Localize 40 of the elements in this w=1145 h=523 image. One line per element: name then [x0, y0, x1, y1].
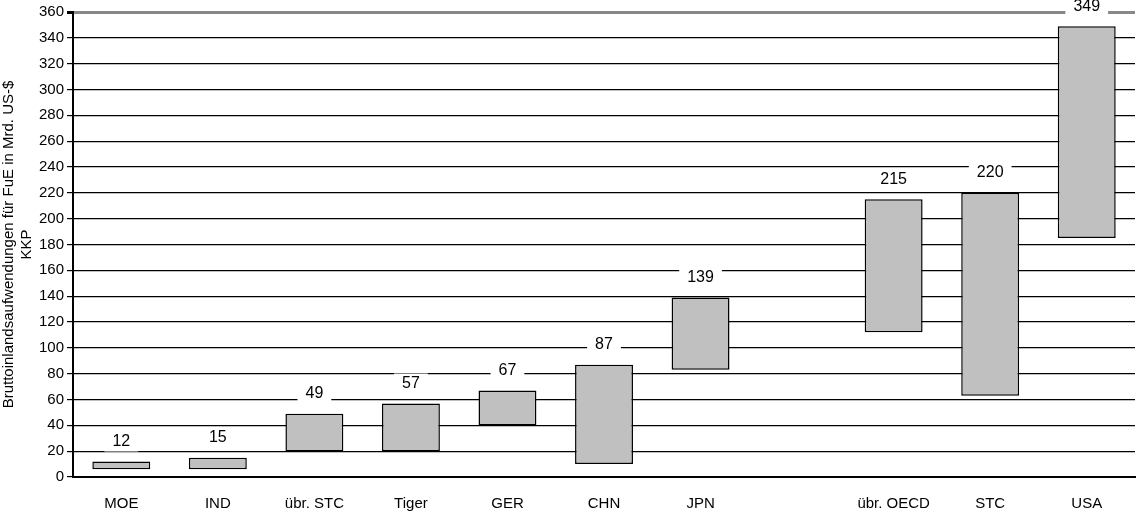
y-tick-label: 80 [47, 363, 65, 381]
y-tick-label: 160 [39, 260, 65, 278]
y-tick-label: 40 [47, 415, 65, 433]
data-label: 220 [976, 163, 1004, 181]
x-tick-label: IND [204, 494, 231, 512]
data-label: 215 [880, 169, 908, 187]
y-tick-label: 300 [39, 79, 65, 97]
y-tick-label: 20 [47, 441, 65, 459]
y-tick-label: 180 [39, 234, 65, 252]
y-tick-label: 240 [39, 157, 65, 175]
data-label: 57 [402, 373, 420, 391]
y-tick-label: 140 [39, 286, 65, 304]
data-label: 139 [687, 267, 714, 285]
x-tick-label: USA [1071, 494, 1103, 512]
x-tick-label: MOE [104, 494, 139, 512]
data-label: 87 [595, 335, 614, 353]
y-tick-label: 220 [39, 182, 65, 200]
y-tick-label: 360 [39, 2, 65, 20]
x-tick-label: Tiger [394, 494, 428, 512]
x-tick-label: JPN [686, 494, 715, 512]
x-tick-label: STC [975, 494, 1006, 512]
y-tick-label: 60 [47, 389, 65, 407]
y-tick-label: 120 [39, 312, 65, 330]
x-tick-label: GER [491, 494, 524, 512]
y-tick-label: 0 [55, 467, 65, 485]
y-tick-label: 100 [39, 337, 65, 355]
data-label: 349 [1073, 0, 1101, 14]
y-tick-label: 200 [39, 208, 65, 226]
x-tick-label: übr. STC [284, 494, 345, 512]
data-label: 67 [498, 360, 517, 378]
y-tick-label: 340 [39, 27, 65, 45]
x-tick-label: übr. OECD [857, 494, 931, 512]
data-label: 12 [112, 431, 131, 449]
data-label: 49 [305, 384, 324, 402]
y-axis-title: Bruttoinlandsaufwendungen für FuE in Mrd. US-$ KKP [0, 80, 35, 409]
x-tick-label: CHN [587, 494, 621, 512]
y-tick-label: 320 [39, 53, 65, 71]
y-tick-label: 260 [39, 131, 65, 149]
data-label: 15 [208, 428, 227, 446]
y-tick-label: 280 [39, 105, 65, 123]
